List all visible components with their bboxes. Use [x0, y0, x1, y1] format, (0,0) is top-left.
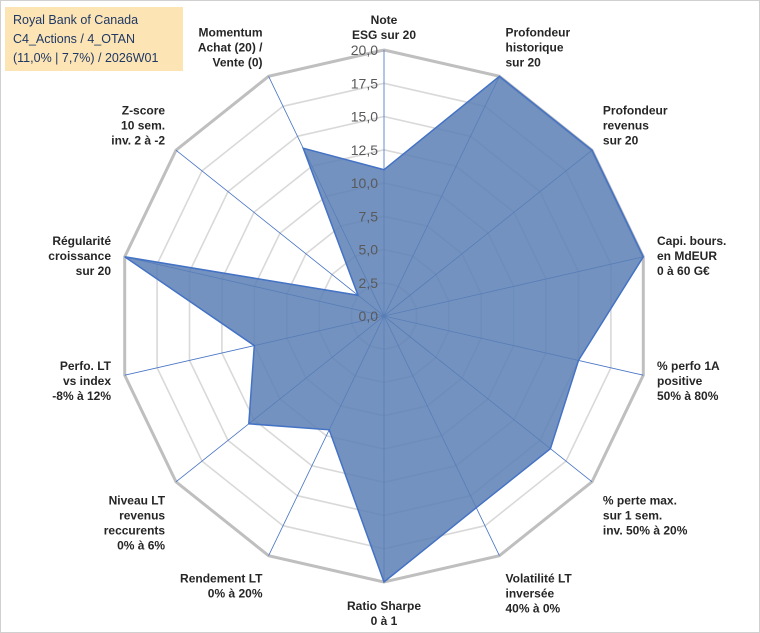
category-label-5: % perte max. sur 1 sem. inv. 50% à 20%	[603, 494, 688, 538]
tick-label-7: 17,5	[351, 75, 378, 91]
chart-title-box: Royal Bank of Canada C4_Actions / 4_OTAN…	[5, 7, 183, 71]
category-label-6: Volatilité LT inversée 40% à 0%	[506, 571, 573, 615]
data-series-area	[124, 75, 645, 584]
tick-label-2: 5,0	[359, 242, 379, 258]
category-label-3: Capi. bours. en MdEUR 0 à 60 G€	[657, 234, 726, 278]
category-label-1: Profondeur historique sur 20	[506, 26, 571, 70]
tick-label-3: 7,5	[359, 208, 379, 224]
tick-label-8: 20,0	[351, 42, 378, 58]
category-label-13: Momentum Achat (20) / Vente (0)	[198, 26, 263, 70]
tick-label-0: 0,0	[359, 308, 379, 324]
category-label-8: Rendement LT 0% à 20%	[180, 571, 263, 600]
category-label-11: Régularité croissance sur 20	[48, 234, 111, 278]
tick-label-1: 2,5	[359, 275, 379, 291]
title-line-stats: (11,0% | 7,7%) / 2026W01	[13, 51, 159, 65]
tick-label-5: 12,5	[351, 142, 378, 158]
title-line-company: Royal Bank of Canada	[13, 13, 139, 27]
category-label-12: Z-score 10 sem. inv. 2 à -2	[111, 103, 165, 147]
axis-spoke-12	[175, 149, 385, 317]
category-label-7: Ratio Sharpe 0 à 1	[347, 599, 421, 628]
category-label-9: Niveau LT revenus reccurents 0% à 6%	[104, 494, 166, 553]
title-line-category: C4_Actions / 4_OTAN	[13, 32, 136, 46]
category-label-0: Note ESG sur 20	[352, 13, 416, 42]
tick-label-6: 15,0	[351, 109, 378, 125]
category-label-4: % perfo 1A positive 50% à 80%	[657, 359, 720, 403]
category-label-2: Profondeur revenus sur 20	[603, 103, 668, 147]
tick-label-4: 10,0	[351, 175, 378, 191]
category-label-10: Perfo. LT vs index -8% à 12%	[52, 359, 111, 403]
